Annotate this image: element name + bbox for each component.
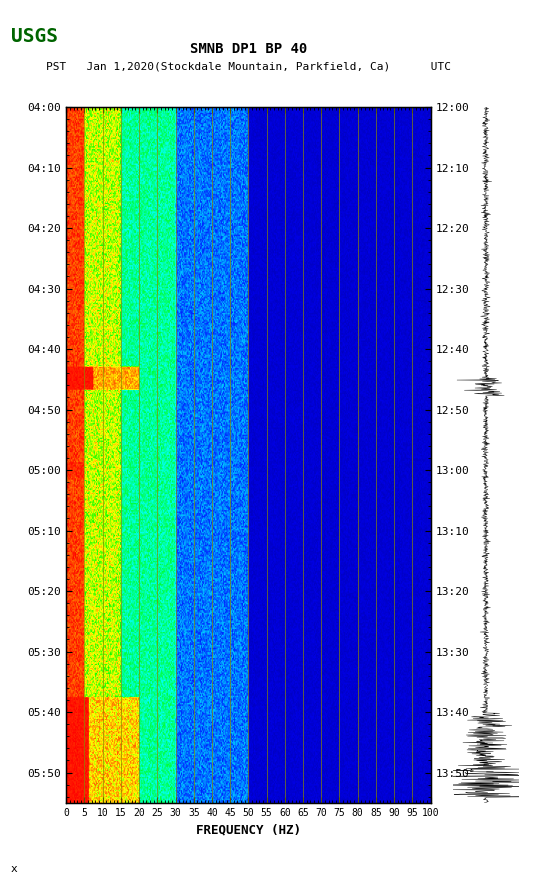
Text: SMNB DP1 BP 40: SMNB DP1 BP 40 xyxy=(190,42,307,56)
Text: USGS: USGS xyxy=(11,27,58,45)
Text: x: x xyxy=(11,864,18,874)
Text: PST   Jan 1,2020(Stockdale Mountain, Parkfield, Ca)      UTC: PST Jan 1,2020(Stockdale Mountain, Parkf… xyxy=(46,62,451,72)
X-axis label: FREQUENCY (HZ): FREQUENCY (HZ) xyxy=(196,823,301,836)
